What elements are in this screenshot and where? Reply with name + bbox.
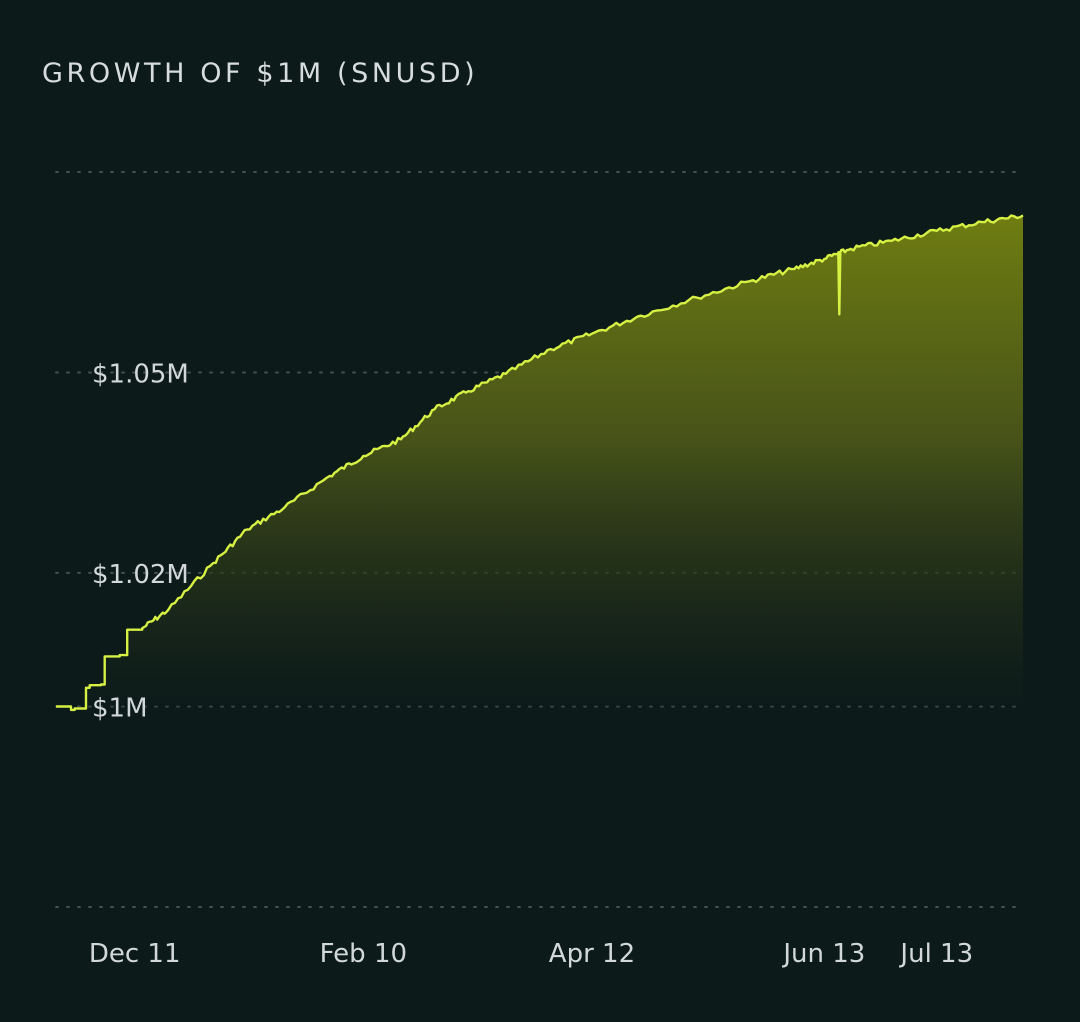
- y-tick-label: $1.02M: [92, 560, 189, 590]
- area-layer: [56, 214, 1024, 712]
- series-line: [56, 214, 1024, 712]
- y-tick-label: $1.05M: [92, 359, 189, 389]
- y-axis-labels: $1M $1.02M $1.05M: [92, 359, 189, 723]
- chart-title: GROWTH OF $1M (SNUSD): [42, 58, 479, 89]
- x-tick-label: Apr 12: [549, 939, 635, 969]
- x-tick-label: Feb 10: [320, 939, 407, 969]
- series-area: [56, 215, 1023, 710]
- x-tick-label: Jun 13: [781, 939, 865, 969]
- y-tick-label: $1M: [92, 694, 148, 724]
- x-tick-label: Jul 13: [898, 939, 973, 969]
- x-axis-labels: Dec 11 Feb 10 Apr 12 Jun 13 Jul 13: [89, 939, 973, 969]
- x-tick-label: Dec 11: [89, 939, 181, 969]
